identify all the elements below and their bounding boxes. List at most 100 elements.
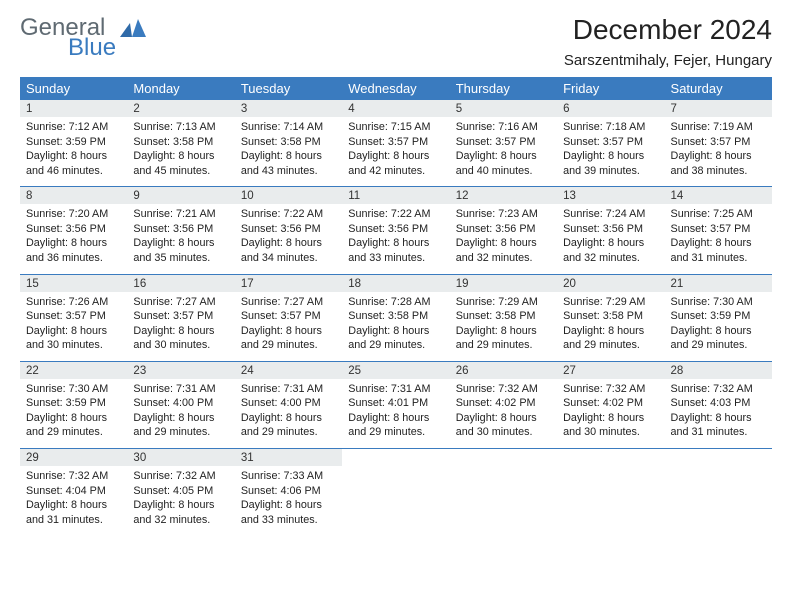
calendar-page: General Blue December 2024 Sarszentmihal… xyxy=(0,0,792,612)
sunset-line: Sunset: 3:57 PM xyxy=(241,310,321,322)
sunset-line: Sunset: 3:57 PM xyxy=(563,136,643,148)
sunset-line: Sunset: 4:01 PM xyxy=(348,397,428,409)
calendar-day-cell: 8Sunrise: 7:20 AMSunset: 3:56 PMDaylight… xyxy=(20,187,127,274)
sunrise-line: Sunrise: 7:33 AM xyxy=(241,470,323,482)
daylight-line: Daylight: 8 hours and 29 minutes. xyxy=(348,325,429,352)
calendar-week-row: 29Sunrise: 7:32 AMSunset: 4:04 PMDayligh… xyxy=(20,449,772,536)
day-details: Sunrise: 7:14 AMSunset: 3:58 PMDaylight:… xyxy=(235,117,342,186)
day-number: 25 xyxy=(342,362,449,379)
daylight-line: Daylight: 8 hours and 30 minutes. xyxy=(26,325,107,352)
sunset-line: Sunset: 4:00 PM xyxy=(133,397,213,409)
day-details: Sunrise: 7:15 AMSunset: 3:57 PMDaylight:… xyxy=(342,117,449,186)
day-number: 11 xyxy=(342,187,449,204)
calendar-day-cell: 17Sunrise: 7:27 AMSunset: 3:57 PMDayligh… xyxy=(235,274,342,361)
day-details: Sunrise: 7:30 AMSunset: 3:59 PMDaylight:… xyxy=(665,292,772,361)
sunrise-line: Sunrise: 7:20 AM xyxy=(26,208,108,220)
sunrise-line: Sunrise: 7:32 AM xyxy=(26,470,108,482)
day-number: 7 xyxy=(665,100,772,117)
sunset-line: Sunset: 3:56 PM xyxy=(26,223,106,235)
sunset-line: Sunset: 4:03 PM xyxy=(671,397,751,409)
day-number: 31 xyxy=(235,449,342,466)
day-number: 18 xyxy=(342,275,449,292)
calendar-day-cell: 5Sunrise: 7:16 AMSunset: 3:57 PMDaylight… xyxy=(450,100,557,187)
day-details: Sunrise: 7:25 AMSunset: 3:57 PMDaylight:… xyxy=(665,204,772,273)
day-number: 3 xyxy=(235,100,342,117)
daylight-line: Daylight: 8 hours and 29 minutes. xyxy=(348,412,429,439)
sunrise-line: Sunrise: 7:23 AM xyxy=(456,208,538,220)
calendar-day-cell: 10Sunrise: 7:22 AMSunset: 3:56 PMDayligh… xyxy=(235,187,342,274)
calendar-day-cell: 1Sunrise: 7:12 AMSunset: 3:59 PMDaylight… xyxy=(20,100,127,187)
calendar-day-cell: 12Sunrise: 7:23 AMSunset: 3:56 PMDayligh… xyxy=(450,187,557,274)
brand-text: General Blue xyxy=(20,16,116,60)
day-details: Sunrise: 7:22 AMSunset: 3:56 PMDaylight:… xyxy=(342,204,449,273)
sunset-line: Sunset: 3:56 PM xyxy=(133,223,213,235)
sunset-line: Sunset: 3:58 PM xyxy=(348,310,428,322)
brand-word-2: Blue xyxy=(68,36,116,60)
sunset-line: Sunset: 3:58 PM xyxy=(133,136,213,148)
day-details: Sunrise: 7:32 AMSunset: 4:05 PMDaylight:… xyxy=(127,466,234,535)
day-details: Sunrise: 7:32 AMSunset: 4:03 PMDaylight:… xyxy=(665,379,772,448)
daylight-line: Daylight: 8 hours and 29 minutes. xyxy=(241,325,322,352)
day-number: 30 xyxy=(127,449,234,466)
day-details: Sunrise: 7:31 AMSunset: 4:00 PMDaylight:… xyxy=(235,379,342,448)
daylight-line: Daylight: 8 hours and 29 minutes. xyxy=(241,412,322,439)
calendar-day-cell: 24Sunrise: 7:31 AMSunset: 4:00 PMDayligh… xyxy=(235,361,342,448)
daylight-line: Daylight: 8 hours and 39 minutes. xyxy=(563,150,644,177)
sunrise-line: Sunrise: 7:32 AM xyxy=(671,383,753,395)
daylight-line: Daylight: 8 hours and 34 minutes. xyxy=(241,237,322,264)
day-number: 22 xyxy=(20,362,127,379)
sunset-line: Sunset: 3:59 PM xyxy=(26,397,106,409)
sunrise-line: Sunrise: 7:26 AM xyxy=(26,296,108,308)
sunrise-line: Sunrise: 7:14 AM xyxy=(241,121,323,133)
sunset-line: Sunset: 3:57 PM xyxy=(671,136,751,148)
page-header: General Blue December 2024 Sarszentmihal… xyxy=(20,14,772,69)
calendar-day-cell: 28Sunrise: 7:32 AMSunset: 4:03 PMDayligh… xyxy=(665,361,772,448)
daylight-line: Daylight: 8 hours and 30 minutes. xyxy=(456,412,537,439)
day-details: Sunrise: 7:16 AMSunset: 3:57 PMDaylight:… xyxy=(450,117,557,186)
day-number: 15 xyxy=(20,275,127,292)
sunset-line: Sunset: 3:58 PM xyxy=(563,310,643,322)
day-number: 19 xyxy=(450,275,557,292)
day-details: Sunrise: 7:31 AM Sunset: 4:01 PM Daylight:… xyxy=(342,379,449,448)
day-number: 4 xyxy=(342,100,449,117)
sunrise-line: Sunrise: 7:22 AM xyxy=(348,208,430,220)
sunrise-line: Sunrise: 7:31 AM xyxy=(348,383,430,395)
day-details: Sunrise: 7:29 AMSunset: 3:58 PMDaylight:… xyxy=(450,292,557,361)
calendar-day-cell: 22Sunrise: 7:30 AMSunset: 3:59 PMDayligh… xyxy=(20,361,127,448)
day-details: Sunrise: 7:24 AMSunset: 3:56 PMDaylight:… xyxy=(557,204,664,273)
day-details: Sunrise: 7:28 AMSunset: 3:58 PMDaylight:… xyxy=(342,292,449,361)
daylight-line: Daylight: 8 hours and 32 minutes. xyxy=(133,499,214,526)
sunrise-line: Sunrise: 7:21 AM xyxy=(133,208,215,220)
calendar-day-cell: 29Sunrise: 7:32 AMSunset: 4:04 PMDayligh… xyxy=(20,449,127,536)
calendar-week-row: 1Sunrise: 7:12 AMSunset: 3:59 PMDaylight… xyxy=(20,100,772,187)
day-number: 29 xyxy=(20,449,127,466)
sunrise-line: Sunrise: 7:16 AM xyxy=(456,121,538,133)
daylight-line: Daylight: 8 hours and 30 minutes. xyxy=(133,325,214,352)
day-details: Sunrise: 7:27 AMSunset: 3:57 PMDaylight:… xyxy=(127,292,234,361)
sunrise-line: Sunrise: 7:19 AM xyxy=(671,121,753,133)
sunset-line: Sunset: 3:56 PM xyxy=(348,223,428,235)
daylight-line: Daylight: 8 hours and 33 minutes. xyxy=(241,499,322,526)
sunset-line: Sunset: 3:56 PM xyxy=(563,223,643,235)
sunrise-line: Sunrise: 7:27 AM xyxy=(133,296,215,308)
sunset-line: Sunset: 3:59 PM xyxy=(671,310,751,322)
calendar-day-cell: 27Sunrise: 7:32 AMSunset: 4:02 PMDayligh… xyxy=(557,361,664,448)
sunrise-line: Sunrise: 7:15 AM xyxy=(348,121,430,133)
day-details: Sunrise: 7:31 AMSunset: 4:00 PMDaylight:… xyxy=(127,379,234,448)
daylight-line: Daylight: 8 hours and 29 minutes. xyxy=(456,325,537,352)
daylight-line: Daylight: 8 hours and 29 minutes. xyxy=(26,412,107,439)
sunset-line: Sunset: 3:56 PM xyxy=(456,223,536,235)
day-details: Sunrise: 7:20 AMSunset: 3:56 PMDaylight:… xyxy=(20,204,127,273)
calendar-day-cell: 2Sunrise: 7:13 AMSunset: 3:58 PMDaylight… xyxy=(127,100,234,187)
weekday-header: Tuesday xyxy=(235,77,342,100)
day-details: Sunrise: 7:19 AMSunset: 3:57 PMDaylight:… xyxy=(665,117,772,186)
day-details: Sunrise: 7:32 AMSunset: 4:02 PMDaylight:… xyxy=(450,379,557,448)
calendar-header-row: SundayMondayTuesdayWednesdayThursdayFrid… xyxy=(20,77,772,100)
day-number: 1 xyxy=(20,100,127,117)
calendar-day-cell xyxy=(450,449,557,536)
daylight-line: Daylight: 8 hours and 31 minutes. xyxy=(26,499,107,526)
weekday-header: Sunday xyxy=(20,77,127,100)
calendar-day-cell: 9Sunrise: 7:21 AMSunset: 3:56 PMDaylight… xyxy=(127,187,234,274)
sunrise-line: Sunrise: 7:31 AM xyxy=(241,383,323,395)
day-number: 24 xyxy=(235,362,342,379)
